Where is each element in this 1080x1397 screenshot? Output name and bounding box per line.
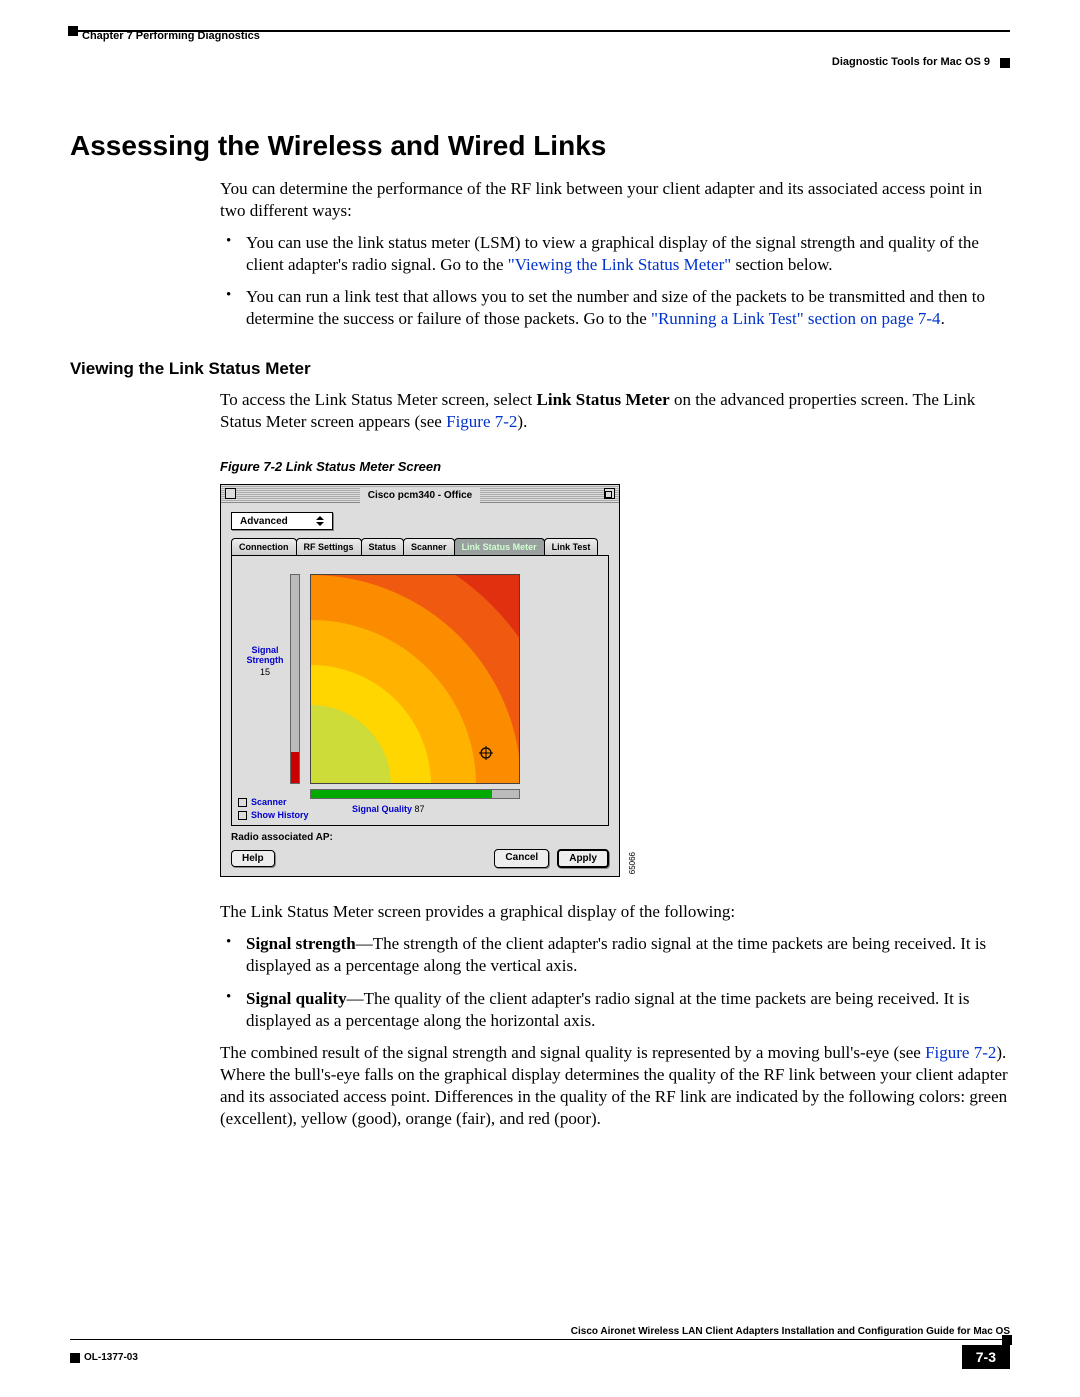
apply-button[interactable]: Apply [557,849,609,868]
bullet-quality: Signal quality—The quality of the client… [220,988,1010,1032]
page-number: 7-3 [962,1345,1010,1369]
tab-connection[interactable]: Connection [231,538,297,555]
help-button[interactable]: Help [231,850,275,867]
tab-bar: ConnectionRF SettingsStatusScannerLink S… [231,538,609,556]
checkbox-group: Scanner Show History [238,796,309,821]
lsm-access-paragraph: To access the Link Status Meter screen, … [220,389,1010,433]
window-title: Cisco pcm340 - Office [360,487,480,505]
signal-strength-value: 15 [242,668,288,678]
scanner-checkbox[interactable] [238,798,247,807]
link-view-lsm[interactable]: "Viewing the Link Status Meter" [508,255,731,274]
header-chapter: Chapter 7 Performing Diagnostics [82,30,260,42]
dropdown-label: Advanced [240,516,288,527]
link-run-linktest[interactable]: "Running a Link Test" section on page 7-… [651,309,941,328]
signal-quality-value: 87 [415,804,425,814]
bullet-lsm: You can use the link status meter (LSM) … [220,232,1010,276]
tab-status[interactable]: Status [361,538,405,555]
tab-link-test[interactable]: Link Test [544,538,599,555]
tab-link-status-meter[interactable]: Link Status Meter [454,538,545,555]
subsection-title: Viewing the Link Status Meter [70,359,1010,379]
figure-id: 65066 [628,852,637,874]
associated-ap-label: Radio associated AP: [231,832,609,843]
page-title: Assessing the Wireless and Wired Links [70,130,1010,162]
intro-paragraph: You can determine the performance of the… [220,178,1010,222]
lsm-description: The Link Status Meter screen provides a … [220,901,1010,923]
link-fig72-b[interactable]: Figure 7-2 [925,1043,996,1062]
bullet-linktest: You can run a link test that allows you … [220,286,1010,330]
close-icon[interactable] [225,488,236,499]
tab-rf-settings[interactable]: RF Settings [296,538,362,555]
footer-guide-title: Cisco Aironet Wireless LAN Client Adapte… [70,1326,1010,1337]
bullet-strength: Signal strength—The strength of the clie… [220,933,1010,977]
meter-display [310,574,520,784]
tab-scanner[interactable]: Scanner [403,538,455,555]
history-checkbox[interactable] [238,811,247,820]
quality-bar [310,789,520,799]
chevron-updown-icon [316,516,326,526]
signal-quality-label: Signal Quality 87 [352,804,425,814]
footer-doc-id: OL-1377-03 [70,1352,138,1363]
window-titlebar[interactable]: Cisco pcm340 - Office [221,485,619,503]
figure-caption: Figure 7-2 Link Status Meter Screen [220,459,1010,474]
signal-strength-label: Signal Strength 15 [242,646,288,678]
mode-dropdown[interactable]: Advanced [231,512,333,530]
zoom-icon[interactable] [604,488,615,499]
strength-bar [290,574,300,784]
cancel-button[interactable]: Cancel [494,849,549,868]
lsm-window: Cisco pcm340 - Office Advanced Connectio… [220,484,620,878]
header-section: Diagnostic Tools for Mac OS 9 [70,56,1010,68]
lsm-panel: Signal Strength 15 Signal Quality 87 Sca… [231,556,609,826]
link-fig72-a[interactable]: Figure 7-2 [446,412,517,431]
bullseye-paragraph: The combined result of the signal streng… [220,1042,1010,1130]
